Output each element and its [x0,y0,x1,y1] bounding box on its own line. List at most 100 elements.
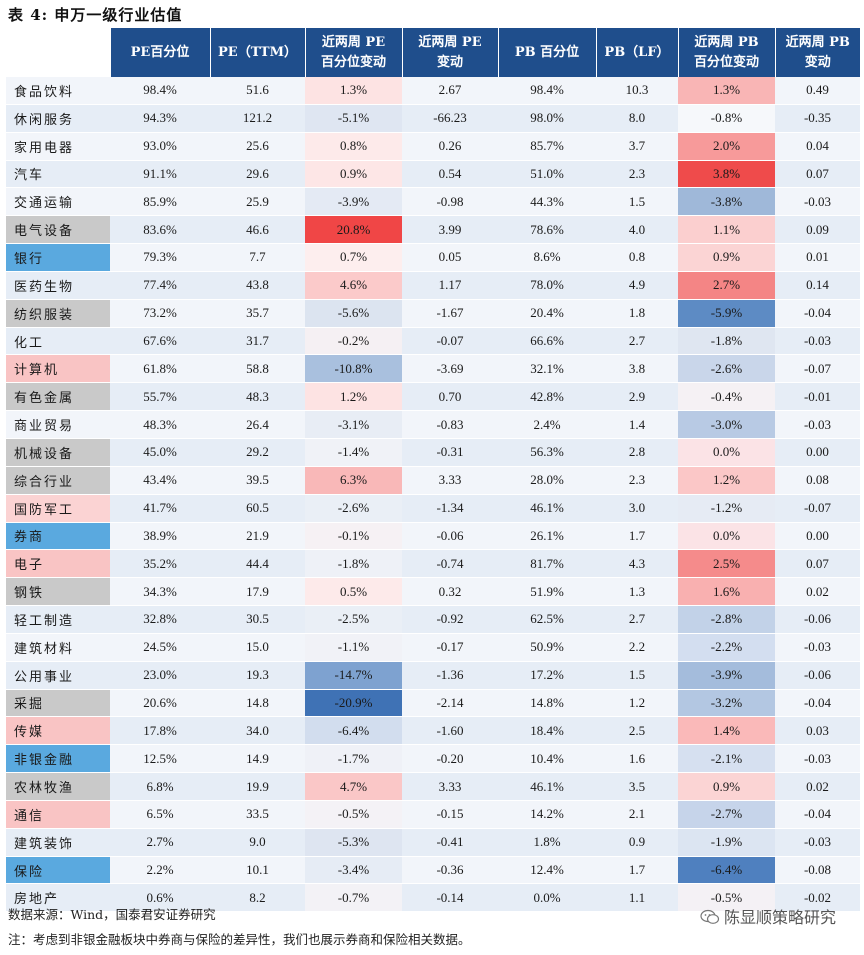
table-row: 交通运输 85.9% 25.9 -3.9% -0.98 44.3% 1.5 -3.8% -0.0… [6,187,860,217]
cell-pb-chg: -0.06 [775,605,860,634]
cell-name: 通信 [6,800,110,829]
cell-pe-pct: 85.9% [110,187,210,217]
cell-pe-pct: 6.5% [110,800,210,829]
cell-name: 医药生物 [6,271,110,300]
column-header-line: PB（LF） [604,44,670,60]
cell-pb-pct: 28.0% [498,466,596,495]
cell-pb-pct-chg: -2.8% [678,605,775,634]
cell-pe-pct-chg: 1.3% [305,77,402,105]
cell-pe-pct-chg: -5.6% [305,299,402,328]
cell-pb-pct-chg: 1.2% [678,466,775,495]
cell-pe-pct-chg: -1.8% [305,549,402,579]
cell-pb-pct-chg: 1.1% [678,215,775,245]
cell-pb-pct: 26.1% [498,522,596,551]
column-header-line: 百分位变动 [320,54,386,70]
table-row: 国防军工 41.7% 60.5 -2.6% -1.34 46.1% 3.0 -1.2% -0.0… [6,494,860,523]
cell-pb-pct: 20.4% [498,299,596,328]
table-row: 券商 38.9% 21.9 -0.1% -0.06 26.1% 1.7 0.0% 0.00 [6,522,860,551]
cell-pe: 43.8 [210,271,305,300]
table-row: 商业贸易 48.3% 26.4 -3.1% -0.83 2.4% 1.4 -3.0% -0.03 [6,410,860,439]
cell-pe-chg: -0.92 [402,605,498,634]
cell-pe: 10.1 [210,856,305,885]
cell-pe: 44.4 [210,549,305,579]
cell-pe-chg: -66.23 [402,104,498,133]
cell-name: 有色金属 [6,382,110,412]
cell-pb-chg: -0.04 [775,800,860,829]
column-header-line: 百分位变动 [693,54,759,70]
table-row: 有色金属 55.7% 48.3 1.2% 0.70 42.8% 2.9 -0.4% -0.01 [6,382,860,412]
cell-pe-chg: 0.54 [402,160,498,189]
cell-pb-chg: 0.14 [775,271,860,300]
cell-pb: 3.5 [596,772,678,801]
cell-pb: 2.7 [596,327,678,356]
cell-pe-chg: -1.36 [402,661,498,690]
cell-pb-pct: 12.4% [498,856,596,885]
cell-pe: 34.0 [210,716,305,746]
cell-pb: 1.3 [596,577,678,607]
cell-pb-pct-chg: -0.8% [678,104,775,133]
cell-pe-chg: 1.17 [402,271,498,300]
column-header-5: PB 百分位 [498,28,597,77]
cell-pb-pct: 17.2% [498,661,596,690]
column-header-3: 近两周 PE 百分位变动 [305,28,403,77]
cell-pe: 25.6 [210,132,305,161]
cell-pe-pct-chg: -0.1% [305,522,402,551]
cell-pb: 10.3 [596,77,678,105]
cell-pe-pct: 43.4% [110,466,210,495]
cell-pb: 2.8 [596,438,678,467]
cell-pb: 3.7 [596,132,678,161]
cell-pe: 15.0 [210,633,305,662]
cell-pe-chg: -0.31 [402,438,498,467]
cell-pe-chg: -1.34 [402,494,498,523]
cell-pe: 51.6 [210,77,305,105]
cell-pe-pct-chg: -1.1% [305,633,402,662]
cell-pe: 14.9 [210,744,305,774]
cell-pb: 1.2 [596,689,678,718]
cell-pb: 2.5 [596,716,678,746]
column-header-line: 变动 [436,54,463,70]
cell-pb: 1.4 [596,410,678,439]
cell-pe: 25.9 [210,187,305,217]
cell-pe: 31.7 [210,327,305,356]
cell-pb-chg: -0.35 [775,104,860,133]
table-row: 纺织服装 73.2% 35.7 -5.6% -1.67 20.4% 1.8 -5.9% -0.0… [6,299,860,328]
cell-pb: 2.3 [596,160,678,189]
cell-name: 农林牧渔 [6,772,110,801]
cell-pe: 35.7 [210,299,305,328]
cell-pb-pct: 66.6% [498,327,596,356]
cell-pe-chg: -0.17 [402,633,498,662]
cell-pe-pct: 32.8% [110,605,210,634]
cell-pe-pct: 17.8% [110,716,210,746]
cell-pe-pct: 12.5% [110,744,210,774]
table-row: 家用电器 93.0% 25.6 0.8% 0.26 85.7% 3.7 2.0% 0.04 [6,132,860,161]
cell-pe-pct-chg: -1.7% [305,744,402,774]
cell-pe: 14.8 [210,689,305,718]
column-header-line: 近两周 PE [321,34,386,50]
cell-pe-pct: 20.6% [110,689,210,718]
cell-name: 汽车 [6,160,110,189]
cell-pb-pct-chg: 2.7% [678,271,775,300]
column-header-line: PE百分位 [130,44,190,60]
cell-name: 采掘 [6,689,110,718]
cell-pe-pct-chg: -0.7% [305,883,402,913]
cell-pb: 8.0 [596,104,678,133]
cell-name: 建筑装饰 [6,828,110,857]
cell-pb: 3.8 [596,354,678,384]
table-row: 公用事业 23.0% 19.3 -14.7% -1.36 17.2% 1.5 -3.9% -0.… [6,661,860,690]
cell-pb-pct-chg: -3.0% [678,410,775,439]
cell-pb-chg: -0.06 [775,661,860,690]
cell-pb-pct-chg: -2.6% [678,354,775,384]
cell-pb-chg: 0.02 [775,577,860,607]
cell-pb-pct: 78.0% [498,271,596,300]
cell-pb: 0.8 [596,243,678,272]
cell-pb-pct-chg: -1.9% [678,828,775,857]
cell-pb-pct-chg: -3.2% [678,689,775,718]
cell-pb-chg: 0.49 [775,77,860,105]
cell-name: 建筑材料 [6,633,110,662]
cell-pb: 2.1 [596,800,678,829]
cell-pe-pct: 2.7% [110,828,210,857]
table-row: 建筑材料 24.5% 15.0 -1.1% -0.17 50.9% 2.2 -2.2% -0.0… [6,633,860,662]
cell-pe-pct-chg: -1.4% [305,438,402,467]
cell-pb-chg: 0.08 [775,466,860,495]
cell-pb-pct: 14.2% [498,800,596,829]
